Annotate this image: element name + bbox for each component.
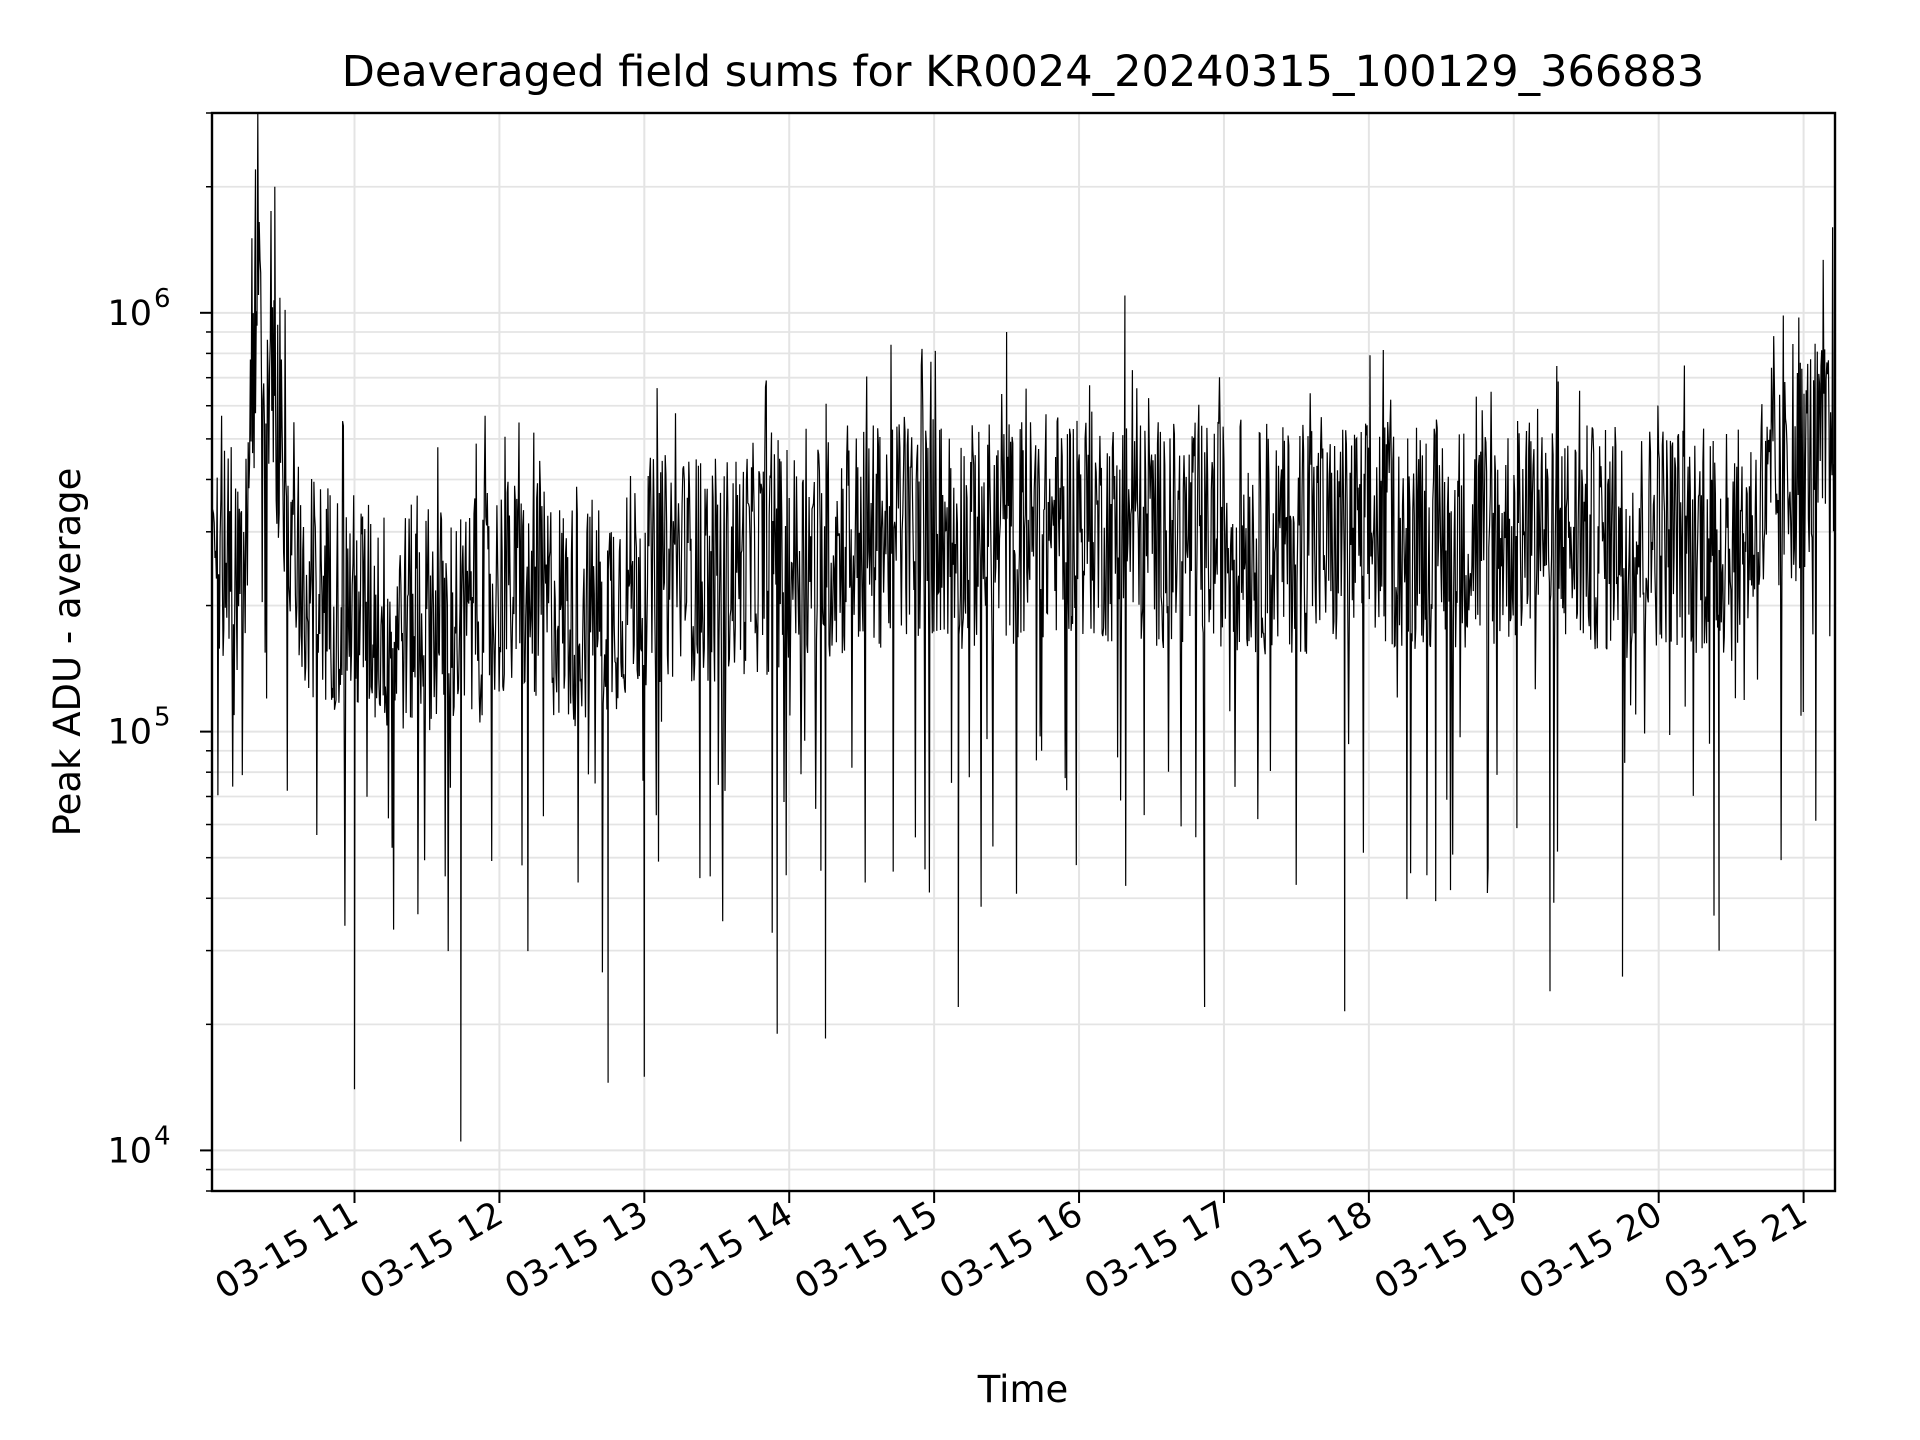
series-line <box>211 112 1836 1142</box>
y-tick-base: 10 <box>107 1131 152 1171</box>
y-tick-label: 10 <box>107 713 152 753</box>
y-tick-label: 10 <box>107 294 152 334</box>
y-tick-exponent: 6 <box>154 284 171 314</box>
chart-title: Deaveraged field sums for KR0024_2024031… <box>342 47 1705 97</box>
y-tick-exponent: 5 <box>154 703 171 733</box>
plot-frame <box>210 111 1837 1193</box>
y-axis-label: Peak ADU - average <box>46 468 89 837</box>
y-tick-exponent: 4 <box>154 1121 171 1151</box>
y-tick-label: 10 <box>107 1131 152 1171</box>
y-tick-base: 10 <box>107 713 152 753</box>
x-axis-label: Time <box>977 1368 1069 1411</box>
y-tick-base: 10 <box>107 294 152 334</box>
series-group <box>211 112 1836 1142</box>
